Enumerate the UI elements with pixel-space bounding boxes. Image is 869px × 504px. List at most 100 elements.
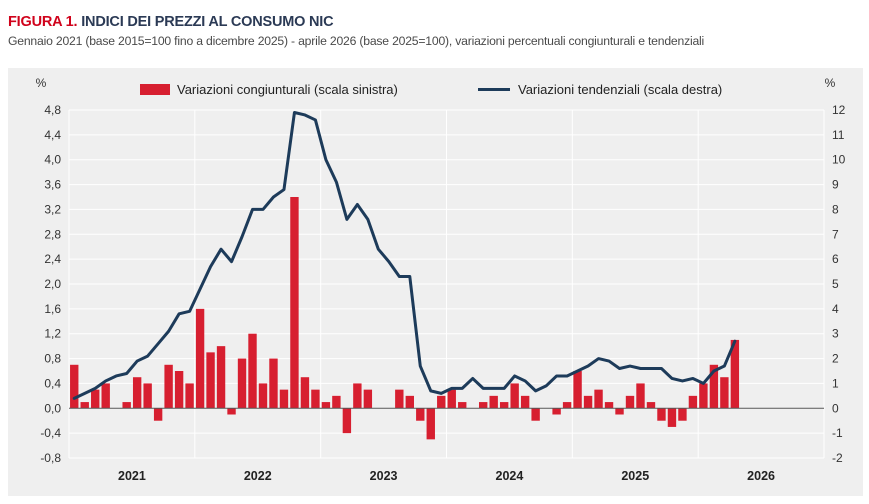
bar bbox=[395, 389, 404, 409]
left-tick-label: -0,8 bbox=[40, 451, 61, 465]
bar bbox=[562, 402, 572, 409]
bar bbox=[342, 408, 352, 434]
year-label: 2021 bbox=[118, 469, 146, 483]
right-tick-label: 1 bbox=[832, 376, 839, 390]
bar bbox=[667, 408, 677, 427]
bar bbox=[143, 383, 152, 409]
bar bbox=[279, 389, 289, 409]
left-tick-label: 3,6 bbox=[44, 178, 61, 192]
right-tick-label: 8 bbox=[832, 202, 839, 216]
year-label: 2024 bbox=[496, 469, 524, 483]
legend: Variazioni congiunturali (scala sinistra… bbox=[140, 82, 722, 97]
left-tick-label: 2,0 bbox=[44, 277, 61, 291]
bar bbox=[615, 408, 624, 415]
right-tick-label: 4 bbox=[832, 302, 839, 316]
year-label: 2022 bbox=[244, 469, 272, 483]
figure-label: FIGURA 1. bbox=[8, 14, 78, 30]
bar bbox=[458, 402, 467, 409]
bar bbox=[520, 395, 530, 409]
bar bbox=[437, 395, 446, 409]
bar bbox=[174, 371, 184, 409]
right-tick-label: -2 bbox=[832, 451, 843, 465]
left-tick-label: 2,8 bbox=[44, 227, 61, 241]
bar bbox=[657, 408, 666, 421]
combo-chart: -0,8 -0,4 0,0 0,4 0,8 1,2 1,6 2,0 2,4 2,8 3,2 3,6 4,… bbox=[36, 76, 846, 483]
legend-line-label: Variazioni tendenziali (scala destra) bbox=[518, 82, 722, 97]
right-tick-label: 11 bbox=[832, 128, 845, 142]
bar bbox=[353, 383, 362, 409]
bar bbox=[625, 395, 635, 409]
left-axis-unit: % bbox=[36, 76, 47, 90]
right-tick-label: 0 bbox=[832, 401, 839, 415]
bar bbox=[709, 364, 719, 409]
bar bbox=[101, 383, 110, 409]
bar bbox=[552, 408, 561, 415]
bar bbox=[636, 383, 645, 409]
year-label: 2026 bbox=[747, 469, 775, 483]
year-label: 2023 bbox=[370, 469, 398, 483]
left-tick-label: 4,8 bbox=[44, 103, 61, 117]
left-tick-label: 3,2 bbox=[44, 202, 61, 216]
bar bbox=[153, 408, 163, 421]
right-axis-unit: % bbox=[825, 76, 836, 90]
right-tick-label: 12 bbox=[832, 103, 846, 117]
year-label: 2025 bbox=[621, 469, 649, 483]
bar bbox=[300, 377, 310, 409]
bar bbox=[290, 197, 299, 409]
bar bbox=[248, 333, 257, 409]
bar bbox=[678, 408, 687, 421]
left-tick-label: 4,0 bbox=[44, 153, 61, 167]
right-tick-label: -1 bbox=[832, 426, 843, 440]
right-tick-label: 10 bbox=[832, 153, 846, 167]
bar bbox=[195, 308, 205, 409]
bar bbox=[416, 408, 425, 421]
bar bbox=[510, 383, 519, 409]
left-tick-label: 0,0 bbox=[44, 401, 61, 415]
figure-title: FIGURA 1. INDICI DEI PREZZI AL CONSUMO N… bbox=[8, 14, 863, 30]
series-line bbox=[72, 110, 737, 400]
legend-bar-label: Variazioni congiunturali (scala sinistra… bbox=[177, 82, 398, 97]
left-tick-label: 1,6 bbox=[44, 302, 61, 316]
left-tick-label: 4,4 bbox=[44, 128, 61, 142]
bar bbox=[531, 408, 540, 421]
bar bbox=[646, 402, 656, 409]
left-tick-label: -0,4 bbox=[40, 426, 61, 440]
bar bbox=[447, 389, 456, 409]
bar bbox=[216, 346, 226, 409]
left-tick-label: 2,4 bbox=[44, 252, 61, 266]
right-tick-label: 5 bbox=[832, 277, 839, 291]
left-tick-label: 0,4 bbox=[44, 376, 61, 390]
right-tick-label: 3 bbox=[832, 327, 839, 341]
bar bbox=[258, 383, 268, 409]
bar bbox=[237, 358, 247, 409]
bar bbox=[80, 402, 89, 409]
right-tick-label: 7 bbox=[832, 227, 839, 241]
right-tick-label: 2 bbox=[832, 352, 839, 366]
axes-group: -0,8 -0,4 0,0 0,4 0,8 1,2 1,6 2,0 2,4 2,8 3,2 3,6 4,… bbox=[36, 76, 846, 483]
bar bbox=[311, 389, 320, 409]
left-tick-label: 0,8 bbox=[44, 352, 61, 366]
bar bbox=[363, 389, 373, 409]
bar bbox=[604, 402, 614, 409]
grid-lines bbox=[68, 109, 825, 459]
bars-group bbox=[70, 197, 740, 440]
bar bbox=[499, 402, 509, 409]
bar bbox=[573, 371, 582, 409]
bar bbox=[699, 383, 708, 409]
line-group bbox=[72, 110, 737, 400]
bar bbox=[720, 377, 729, 409]
right-tick-label: 6 bbox=[832, 252, 839, 266]
bar bbox=[426, 408, 435, 440]
bar bbox=[479, 402, 488, 409]
bar bbox=[70, 364, 79, 409]
bar bbox=[332, 395, 341, 409]
figure-subtitle: Gennaio 2021 (base 2015=100 fino a dicem… bbox=[8, 34, 705, 48]
bar bbox=[122, 402, 131, 409]
bar bbox=[185, 383, 194, 409]
bar bbox=[227, 408, 236, 415]
bar bbox=[594, 389, 603, 409]
bar bbox=[164, 364, 173, 409]
bar bbox=[206, 352, 215, 409]
figure-title-text: INDICI DEI PREZZI AL CONSUMO NIC bbox=[81, 14, 334, 30]
bar bbox=[688, 395, 698, 409]
